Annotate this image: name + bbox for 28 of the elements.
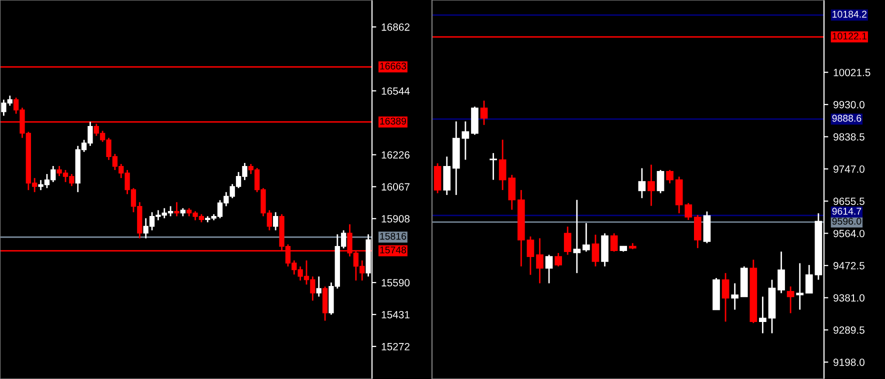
y-tick-label: 9289.5 — [834, 326, 864, 334]
y-tick-label: 10021.5 — [834, 68, 870, 76]
ref-line-label: 9596.0 — [832, 218, 862, 225]
ref-line-label: 16663 — [380, 62, 406, 70]
ref-line-label: 9888.6 — [832, 114, 862, 122]
ref-line-label: 15816 — [380, 232, 406, 240]
y-tick-label: 9747.0 — [834, 165, 864, 173]
y-tick-label: 9198.0 — [834, 358, 864, 366]
ref-line-label: 10184.2 — [832, 10, 866, 18]
y-tick-label: 9381.0 — [834, 294, 864, 302]
y-tick-label: 16226 — [382, 151, 410, 159]
y-tick-label: 15908 — [382, 215, 410, 223]
y-tick-label: 16544 — [382, 87, 410, 95]
y-tick-label: 9564.0 — [834, 230, 864, 238]
y-tick-label: 15590 — [382, 279, 410, 286]
y-tick-label: 9472.5 — [834, 262, 864, 270]
y-tick-label: 9838.5 — [834, 133, 864, 141]
y-tick-label: 16862 — [382, 23, 410, 31]
y-tick-label: 15272 — [382, 342, 410, 350]
ref-line-label: 16389 — [380, 118, 406, 125]
y-tick-label: 9930.0 — [834, 101, 864, 108]
y-tick-label: 9655.5 — [834, 198, 864, 205]
ref-line-label: 10122.1 — [832, 32, 867, 40]
y-tick-label: 16067 — [382, 183, 410, 191]
y-tick-label: 15431 — [382, 310, 410, 318]
candlestick — [796, 262, 804, 310]
ref-line-label: 15748 — [380, 246, 406, 254]
ref-line-label: 9614.7 — [832, 208, 862, 215]
